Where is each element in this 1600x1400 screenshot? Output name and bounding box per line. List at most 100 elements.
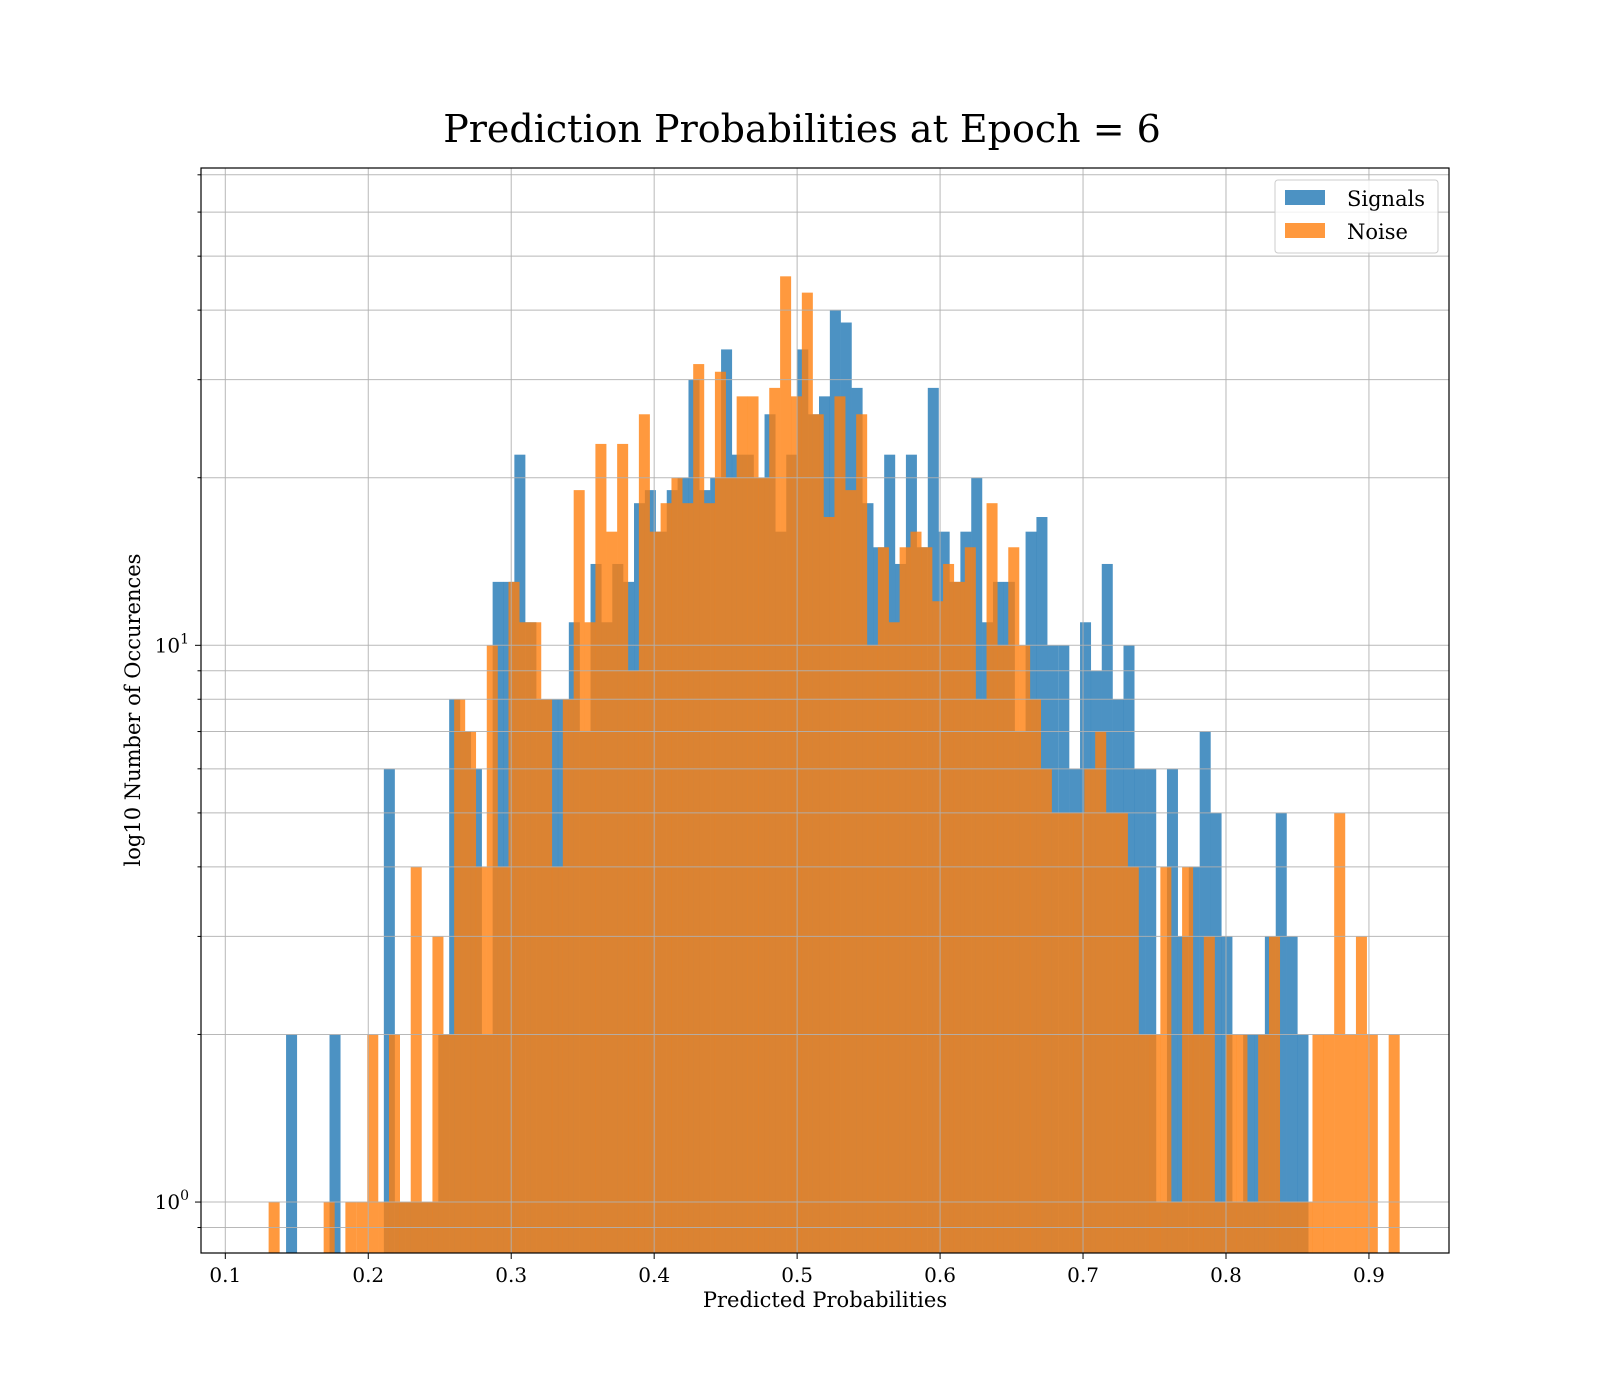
bar-noise-40 [758, 477, 770, 1254]
bar-noise-58 [953, 581, 965, 1253]
bar-noise-23 [573, 490, 585, 1253]
bar-signals-85 [1286, 936, 1298, 1253]
bar-signals-74 [1166, 768, 1178, 1253]
bar-noise-63 [1008, 547, 1020, 1253]
x-tick-label-5: 0.6 [924, 1263, 956, 1287]
bar-signals-0 [286, 1034, 298, 1253]
bar-noise-33 [682, 503, 694, 1253]
bar-noise-13 [465, 731, 477, 1253]
bar-noise-17 [508, 581, 520, 1253]
bar-signals-1 [329, 1034, 341, 1253]
bar-noise-57 [943, 563, 955, 1253]
bar-noise-41 [769, 387, 781, 1253]
bar-noise-47 [834, 396, 846, 1253]
bar-noise-4 [367, 1034, 379, 1253]
x-tick-label-1: 0.2 [352, 1263, 384, 1287]
bar-signals-84 [1275, 812, 1287, 1253]
y-tick-label-1: 101 [155, 631, 189, 657]
bar-noise-97 [1388, 1034, 1400, 1253]
bar-noise-84 [1236, 1034, 1248, 1253]
bar-noise-61 [986, 503, 998, 1253]
bar-noise-68 [1062, 812, 1074, 1253]
bar-noise-48 [845, 490, 857, 1253]
bar-noise-74 [1127, 866, 1139, 1253]
bar-noise-72 [1106, 812, 1118, 1253]
bar-noise-70 [1084, 768, 1096, 1253]
plot-frame [200, 167, 1450, 1254]
bar-noise-32 [671, 477, 683, 1254]
bar-noise-95 [1355, 936, 1367, 1253]
bar-noise-14 [475, 866, 487, 1253]
bar-signals-72 [1145, 768, 1157, 1253]
bar-noise-43 [790, 396, 802, 1253]
bar-noise-20 [541, 699, 553, 1253]
bar-noise-49 [856, 414, 868, 1253]
bar-noise-55 [921, 547, 933, 1253]
bar-noise-37 [725, 477, 737, 1254]
bar-noise-25 [595, 443, 607, 1253]
legend-label-noise: Noise [1347, 220, 1408, 244]
bar-noise-53 [899, 547, 911, 1253]
bar-noise-79 [1182, 866, 1194, 1253]
bar-noise-45 [812, 414, 824, 1253]
bar-signals-86 [1297, 1034, 1309, 1253]
bar-noise-62 [997, 645, 1009, 1253]
bar-noise-19 [530, 622, 542, 1253]
legend-label-signals: Signals [1347, 187, 1425, 211]
legend-swatch-noise [1285, 223, 1325, 238]
bar-signals-71 [1134, 768, 1146, 1253]
series-noise [268, 276, 1400, 1254]
bar-noise-65 [1030, 699, 1042, 1253]
x-tick-label-2: 0.3 [495, 1263, 527, 1287]
bar-noise-34 [693, 364, 705, 1253]
x-tick-label-8: 0.9 [1353, 1263, 1385, 1287]
bar-noise-30 [649, 531, 661, 1253]
chart-title: Prediction Probabilities at Epoch = 6 [443, 107, 1161, 151]
x-tick-label-3: 0.4 [638, 1263, 670, 1287]
bar-noise-59 [964, 547, 976, 1253]
bar-noise-44 [801, 292, 813, 1253]
legend-swatch-signals [1285, 190, 1325, 205]
bar-noise-15 [486, 645, 498, 1253]
bar-noise-67 [1051, 812, 1063, 1253]
bar-noise-80 [1192, 1034, 1204, 1253]
x-tick-label-7: 0.8 [1210, 1263, 1242, 1287]
bar-noise-71 [1095, 731, 1107, 1253]
y-axis-label: log10 Number of Occurences [121, 554, 145, 867]
bar-noise-91 [1312, 1034, 1324, 1253]
bar-noise-64 [1019, 645, 1031, 1253]
y-tick-label-0: 100 [155, 1188, 189, 1214]
bar-noise-42 [780, 276, 792, 1254]
bar-noise-52 [888, 622, 900, 1253]
bar-noise-94 [1345, 1034, 1357, 1253]
bars-layer [268, 276, 1400, 1254]
bar-noise-39 [747, 396, 759, 1253]
bar-noise-93 [1334, 812, 1346, 1253]
axis-ticks: 0.1 0.2 0.3 0.4 0.5 0.6 0.7 0.8 0.9 100 101 [155, 174, 1385, 1287]
bar-noise-87 [1269, 936, 1281, 1253]
bar-noise-96 [1366, 1034, 1378, 1253]
bar-noise-50 [867, 645, 879, 1253]
bar-noise-18 [519, 622, 531, 1253]
bar-noise-77 [1160, 866, 1172, 1253]
bar-noise-46 [823, 517, 835, 1253]
bar-noise-6 [388, 1034, 400, 1253]
bar-noise-11 [443, 1034, 455, 1253]
bar-noise-21 [551, 866, 563, 1253]
bar-noise-38 [736, 396, 748, 1253]
bar-noise-54 [910, 531, 922, 1253]
bar-noise-12 [454, 699, 466, 1253]
bar-noise-92 [1323, 1034, 1335, 1253]
bar-noise-81 [1203, 936, 1215, 1253]
bar-noise-10 [432, 936, 444, 1253]
bar-noise-36 [714, 371, 726, 1253]
bar-signals-81 [1243, 1034, 1255, 1253]
bar-noise-51 [877, 547, 889, 1253]
bar-noise-73 [1116, 812, 1128, 1253]
x-tick-label-4: 0.5 [781, 1263, 813, 1287]
bar-noise-86 [1258, 1034, 1270, 1253]
bar-noise-69 [1073, 812, 1085, 1253]
bar-noise-56 [932, 601, 944, 1253]
bar-noise-27 [617, 443, 629, 1253]
